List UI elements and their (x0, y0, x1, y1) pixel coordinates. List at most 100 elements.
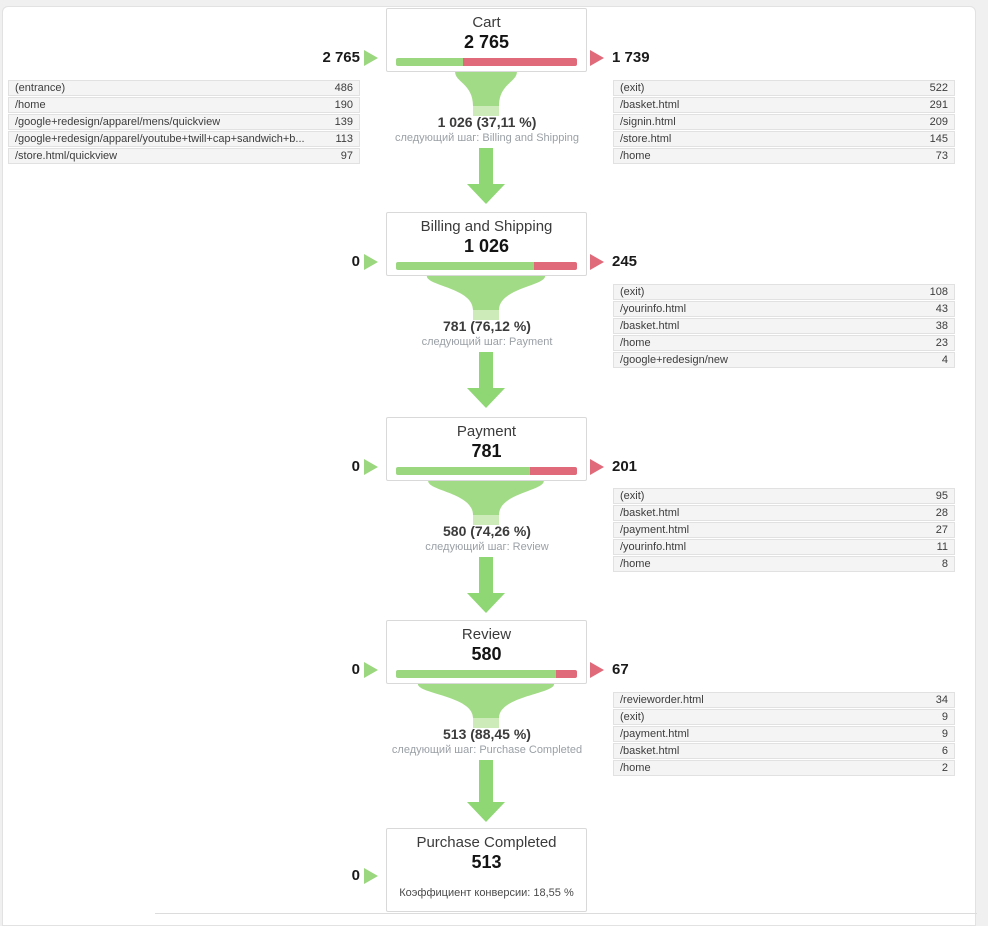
table-row: /google+redesign/apparel/mens/quickview 1… (8, 114, 360, 130)
table-row: /home 73 (613, 148, 955, 164)
page-count: 73 (935, 150, 948, 162)
page-count: 4 (941, 354, 948, 366)
bar-continued (396, 670, 557, 678)
inflow-count: 0 (351, 253, 360, 270)
outflow-arrow-icon (590, 50, 604, 66)
exit-pages-table: (exit) 108/yourinfo.html 43/basket.html 38/… (613, 284, 955, 369)
outflow-count: 1 739 (612, 49, 650, 66)
page-count: 95 (935, 490, 948, 502)
exit-pages-table: (exit) 95/basket.html 28/payment.html 27/yo… (613, 488, 955, 573)
table-row: /basket.html 291 (613, 97, 955, 113)
bar-continued (396, 467, 531, 475)
page-count: 522 (929, 82, 948, 94)
inflow-arrow-icon (364, 254, 378, 270)
inflow-count: 0 (351, 867, 360, 884)
page-count: 145 (929, 133, 948, 145)
step-box-review: Review 580 (386, 620, 587, 684)
step-title: Payment (456, 423, 517, 440)
page-path: /basket.html (620, 745, 680, 757)
page-count: 113 (335, 133, 353, 145)
step-title: Purchase Completed (416, 834, 557, 851)
table-row: (exit) 95 (613, 488, 955, 504)
outflow-count: 67 (612, 661, 629, 678)
next-step-label: следующий шаг: Payment (421, 336, 553, 348)
table-row: (entrance) 486 (8, 80, 360, 96)
funnel-connector (396, 481, 576, 631)
inflow-arrow-icon (364, 50, 378, 66)
step-progress-bar (396, 58, 577, 66)
page-count: 139 (334, 116, 353, 128)
bar-abandoned (463, 58, 577, 66)
conversion-rate-label: Коэффициент конверсии: 18,55 % (399, 887, 574, 899)
exit-pages-table: /revieworder.html 34 (exit) 9/payment.html 9… (613, 692, 955, 777)
page-path: /google+redesign/apparel/mens/quickview (15, 116, 221, 128)
step-value: 781 (471, 441, 502, 461)
page-count: 6 (941, 745, 948, 757)
step-progress-bar (396, 262, 577, 270)
table-row: /signin.html 209 (613, 114, 955, 130)
page-count: 9 (941, 711, 948, 723)
inflow-count: 0 (351, 458, 360, 475)
step-value: 1 026 (463, 236, 510, 256)
outflow-count: 201 (612, 458, 638, 475)
page-path: /google+redesign/new (620, 354, 728, 366)
bar-abandoned (530, 467, 577, 475)
bar-abandoned (556, 670, 577, 678)
page-path: /yourinfo.html (620, 541, 687, 553)
page-count: 486 (334, 82, 353, 94)
step-progress-bar (396, 670, 577, 678)
page-path: (exit) (620, 82, 645, 94)
table-row: /home 2 (613, 760, 955, 776)
page-count: 11 (936, 541, 948, 553)
page-path: /store.html (620, 133, 672, 145)
page-path: /basket.html (620, 507, 680, 519)
continued-count-label: 781 (76,12 %) (443, 318, 531, 334)
page-path: /home (15, 99, 46, 111)
table-row: /yourinfo.html 11 (613, 539, 955, 555)
funnel-connector (396, 684, 576, 834)
page-count: 27 (935, 524, 948, 536)
step-title: Cart (472, 14, 501, 31)
inflow-count: 0 (351, 661, 360, 678)
table-row: (exit) 522 (613, 80, 955, 96)
step-progress-bar (396, 467, 577, 475)
table-row: /home 8 (613, 556, 955, 572)
continued-count-label: 1 026 (37,11 %) (437, 114, 537, 130)
step-box-purchase-completed: Purchase Completed 513 Коэффициент конве… (386, 828, 587, 912)
table-row: /store.html 145 (613, 131, 955, 147)
bar-abandoned (533, 262, 577, 270)
inflow-arrow-icon (364, 662, 378, 678)
table-row: /basket.html 38 (613, 318, 955, 334)
bar-continued (396, 58, 464, 66)
table-row: /revieworder.html 34 (613, 692, 955, 708)
table-row: /google+redesign/new 4 (613, 352, 955, 368)
page-count: 38 (935, 320, 948, 332)
table-row: /google+redesign/apparel/youtube+twill+c… (8, 131, 360, 147)
entrance-pages-table: (entrance) 486/home 190/google+redesign/ap… (8, 80, 360, 165)
page-path: /yourinfo.html (620, 303, 687, 315)
next-step-label: следующий шаг: Billing and Shipping (394, 132, 580, 144)
inflow-count: 2 765 (322, 49, 360, 66)
page-path: /home (620, 150, 651, 162)
page-count: 2 (941, 762, 948, 774)
outflow-arrow-icon (590, 254, 604, 270)
page-path: (exit) (620, 490, 645, 502)
table-row: /payment.html 9 (613, 726, 955, 742)
page-count: 97 (340, 150, 353, 162)
table-row: (exit) 108 (613, 284, 955, 300)
page-count: 291 (929, 99, 948, 111)
page-path: /payment.html (620, 728, 690, 740)
page-path: (exit) (620, 286, 645, 298)
table-row: (exit) 9 (613, 709, 955, 725)
page-path: /revieworder.html (620, 694, 704, 706)
outflow-arrow-icon (590, 662, 604, 678)
page-path: /basket.html (620, 320, 680, 332)
page-count: 43 (935, 303, 948, 315)
bottom-divider (155, 913, 977, 914)
step-box-cart: Cart 2 765 (386, 8, 587, 72)
page-path: /home (620, 762, 651, 774)
page-count: 108 (929, 286, 948, 298)
next-step-label: следующий шаг: Review (425, 541, 549, 553)
page-path: (entrance) (15, 82, 66, 94)
next-step-label: следующий шаг: Purchase Completed (391, 744, 583, 756)
